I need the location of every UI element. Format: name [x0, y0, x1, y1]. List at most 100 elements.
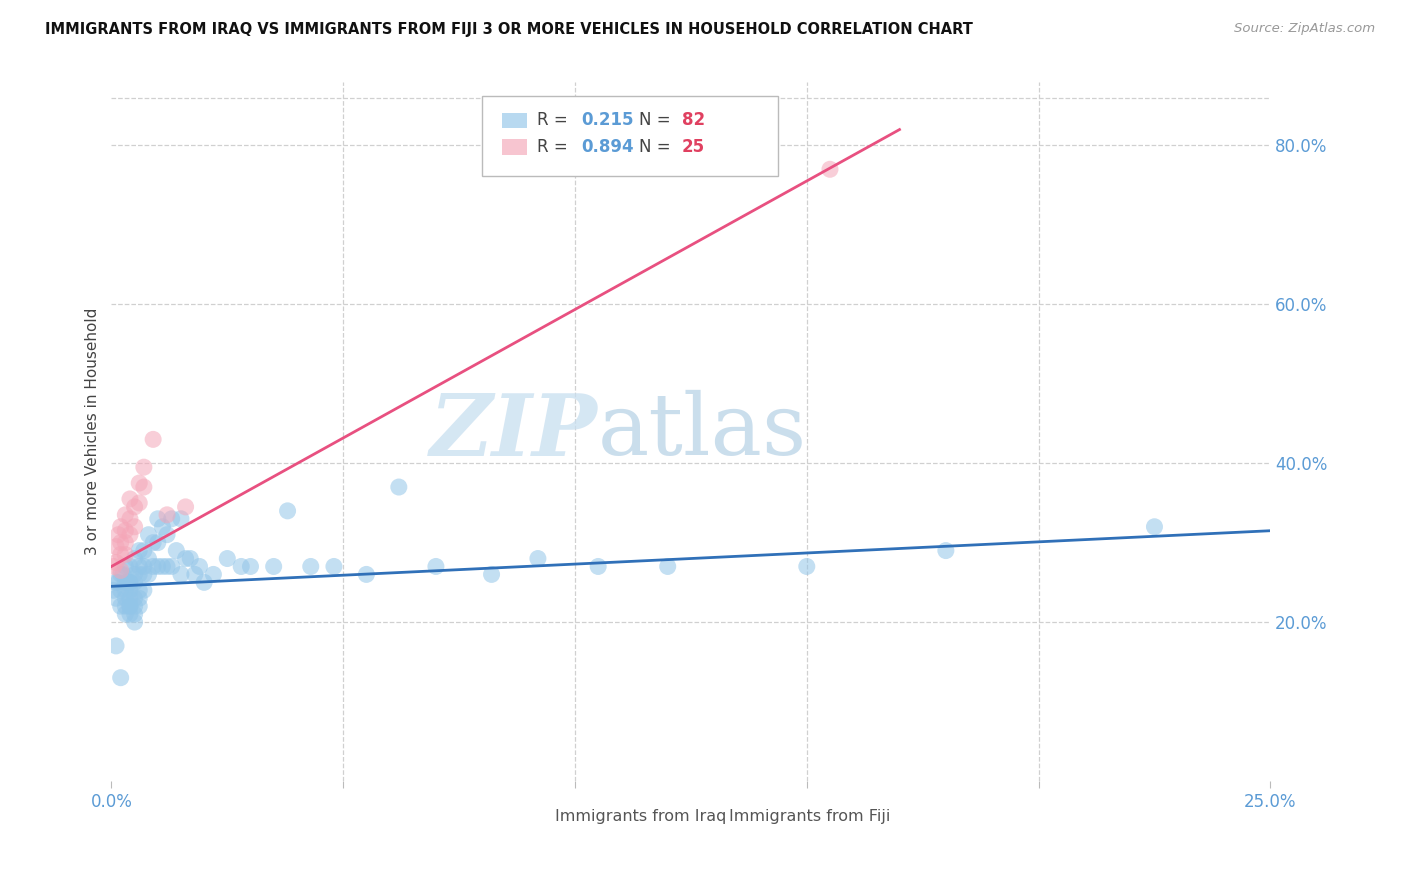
Point [156, 559, 179, 574]
Point [388, 480, 411, 494]
Point [124, 591, 146, 606]
Point [323, 559, 346, 574]
Point [128, 543, 150, 558]
Point [174, 500, 197, 514]
Point [231, 559, 253, 574]
Point [114, 591, 136, 606]
Point [124, 567, 146, 582]
Point [527, 551, 550, 566]
Point [152, 559, 174, 574]
Point [263, 559, 285, 574]
Point [170, 567, 193, 582]
Point [114, 508, 136, 522]
Point [105, 639, 128, 653]
Point [142, 433, 165, 447]
Point [105, 591, 128, 606]
Point [174, 551, 197, 566]
Point [1143, 520, 1166, 534]
FancyBboxPatch shape [502, 112, 527, 128]
Point [132, 460, 155, 475]
Text: R =: R = [537, 138, 572, 156]
Point [107, 527, 129, 541]
Point [110, 671, 132, 685]
Point [179, 551, 201, 566]
Point [124, 615, 146, 629]
Point [110, 535, 132, 549]
Point [124, 575, 146, 590]
Point [114, 559, 136, 574]
Point [118, 591, 141, 606]
Point [110, 548, 132, 562]
Point [118, 583, 141, 598]
Point [128, 559, 150, 574]
Point [128, 476, 150, 491]
FancyBboxPatch shape [482, 95, 778, 177]
Point [118, 575, 141, 590]
Point [124, 520, 146, 534]
Point [124, 607, 146, 621]
Point [160, 512, 183, 526]
Point [170, 512, 193, 526]
Point [114, 607, 136, 621]
Point [152, 520, 174, 534]
Text: Source: ZipAtlas.com: Source: ZipAtlas.com [1234, 22, 1375, 36]
Point [156, 527, 179, 541]
Point [935, 543, 957, 558]
Point [118, 527, 141, 541]
Point [110, 599, 132, 614]
Point [105, 540, 128, 554]
Point [138, 567, 160, 582]
Point [118, 559, 141, 574]
Point [118, 607, 141, 621]
Text: 25: 25 [682, 138, 704, 156]
Point [118, 575, 141, 590]
Point [103, 583, 125, 598]
Point [105, 556, 128, 570]
Text: Immigrants from Fiji: Immigrants from Fiji [730, 809, 890, 824]
Point [110, 564, 132, 578]
Point [356, 567, 378, 582]
Point [128, 599, 150, 614]
Text: N =: N = [638, 138, 676, 156]
Point [132, 567, 155, 582]
Point [114, 535, 136, 549]
Point [128, 496, 150, 510]
Point [114, 548, 136, 562]
Point [103, 559, 125, 574]
Point [110, 567, 132, 582]
Text: IMMIGRANTS FROM IRAQ VS IMMIGRANTS FROM FIJI 3 OR MORE VEHICLES IN HOUSEHOLD COR: IMMIGRANTS FROM IRAQ VS IMMIGRANTS FROM … [45, 22, 973, 37]
Point [138, 527, 160, 541]
Point [160, 559, 183, 574]
Point [124, 500, 146, 514]
Point [156, 508, 179, 522]
Point [193, 575, 215, 590]
Point [146, 535, 169, 549]
Point [202, 567, 225, 582]
Point [481, 567, 503, 582]
Text: N =: N = [638, 112, 676, 129]
Point [132, 543, 155, 558]
Point [128, 583, 150, 598]
Point [277, 504, 299, 518]
Text: R =: R = [537, 112, 572, 129]
Point [117, 575, 139, 590]
Point [118, 599, 141, 614]
Point [114, 599, 136, 614]
Point [105, 575, 128, 590]
Text: atlas: atlas [598, 390, 807, 473]
Point [217, 551, 239, 566]
Point [132, 559, 155, 574]
Point [188, 559, 211, 574]
Point [118, 512, 141, 526]
Point [586, 559, 609, 574]
Point [657, 559, 679, 574]
Point [138, 551, 160, 566]
Point [107, 575, 129, 590]
Point [165, 543, 187, 558]
Point [425, 559, 447, 574]
Point [128, 567, 150, 582]
Point [299, 559, 322, 574]
Point [796, 559, 818, 574]
Point [132, 583, 155, 598]
Point [146, 512, 169, 526]
